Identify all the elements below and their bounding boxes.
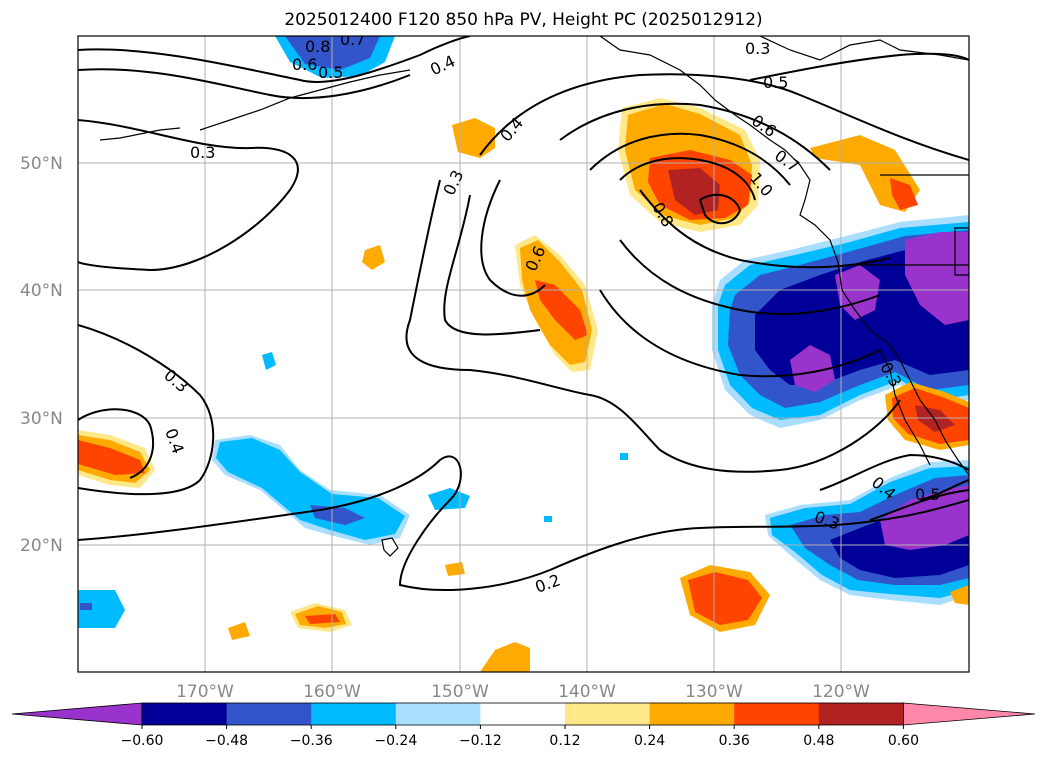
map-plot-area: 0.8 0.7 0.6 0.5 0.4 0.3 0.3 0.5 0.6 0.7 … xyxy=(78,30,969,672)
contour-label: 0.7 xyxy=(340,30,365,49)
lon-tick-label: 120°W xyxy=(812,682,870,702)
colorbar-segment xyxy=(734,703,820,725)
colorbar xyxy=(11,702,1036,729)
positive-anomaly-region xyxy=(228,622,250,640)
contour-label: 0.8 xyxy=(305,37,330,56)
colorbar-tick-label: 0.24 xyxy=(634,733,665,749)
colorbar-segment xyxy=(142,703,228,725)
colorbar-extend-high xyxy=(903,702,1036,726)
colorbar-extend-low xyxy=(11,702,143,726)
lat-tick-label: 30°N xyxy=(20,409,63,429)
colorbar-tick-label: −0.12 xyxy=(459,733,502,749)
positive-anomaly-region xyxy=(305,614,340,624)
longitude-labels: 170°W 160°W 150°W 140°W 130°W 120°W xyxy=(176,682,870,702)
negative-anomaly-region xyxy=(80,603,92,610)
colorbar-segment xyxy=(311,703,397,725)
negative-anomaly-region xyxy=(544,516,552,522)
lon-tick-label: 170°W xyxy=(176,682,234,702)
map-frame xyxy=(77,35,970,673)
contour-label: 0.5 xyxy=(763,73,788,92)
map-title: 2025012400 F120 850 hPa PV, Height PC (2… xyxy=(284,10,763,30)
positive-anomaly-region xyxy=(362,245,385,270)
contour-label: 0.3 xyxy=(745,39,770,58)
lat-tick-label: 50°N xyxy=(20,154,63,174)
lat-tick-label: 40°N xyxy=(20,281,63,301)
negative-anomaly-region xyxy=(620,453,628,460)
contour-label: 0.6 xyxy=(292,55,317,74)
colorbar-tick-label: −0.48 xyxy=(205,733,248,749)
colorbar-tick-labels: −0.60 −0.48 −0.36 −0.24 −0.12 0.12 0.24 0.36 0.4… xyxy=(121,733,919,749)
positive-anomaly-region xyxy=(78,440,145,475)
colorbar-segment xyxy=(226,703,312,725)
contour-label: 0.3 xyxy=(190,143,215,162)
colorbar-tick-label: −0.36 xyxy=(290,733,333,749)
height-contours xyxy=(78,36,969,591)
lon-tick-label: 160°W xyxy=(303,682,361,702)
negative-anomaly-region xyxy=(78,590,125,628)
lon-tick-label: 140°W xyxy=(558,682,616,702)
colorbar-tick-label: 0.48 xyxy=(803,733,834,749)
colorbar-tick-label: 0.12 xyxy=(549,733,580,749)
colorbar-segment xyxy=(395,703,481,725)
colorbar-tick-label: −0.24 xyxy=(374,733,417,749)
positive-anomaly-region xyxy=(535,280,588,340)
colorbar-segment xyxy=(649,703,735,725)
negative-anomaly-region xyxy=(905,232,969,325)
colorbar-segment xyxy=(565,703,651,725)
contour-label: 0.5 xyxy=(915,485,940,504)
lon-tick-label: 130°W xyxy=(685,682,743,702)
lat-tick-label: 20°N xyxy=(20,536,63,556)
latitude-labels: 50°N 40°N 30°N 20°N xyxy=(20,154,63,556)
colorbar-segment xyxy=(818,703,904,725)
negative-anomaly-region xyxy=(262,352,276,370)
positive-anomaly-region xyxy=(668,168,720,215)
colorbar-tick-label: −0.60 xyxy=(121,733,164,749)
colorbar-frame xyxy=(141,702,904,726)
colorbar-segment xyxy=(480,703,566,725)
lon-tick-label: 150°W xyxy=(431,682,489,702)
graticule xyxy=(78,36,969,672)
negative-anomaly-region xyxy=(790,345,835,392)
colorbar-tick-label: 0.60 xyxy=(888,733,919,749)
negative-anomaly-region xyxy=(880,485,969,550)
positive-anomaly-region xyxy=(688,572,762,625)
colorbar-tick-label: 0.36 xyxy=(719,733,750,749)
positive-anomaly-region xyxy=(890,178,918,210)
contour-label: 0.5 xyxy=(318,63,343,82)
positive-anomaly-region xyxy=(480,642,530,672)
positive-anomaly-region xyxy=(950,585,969,605)
